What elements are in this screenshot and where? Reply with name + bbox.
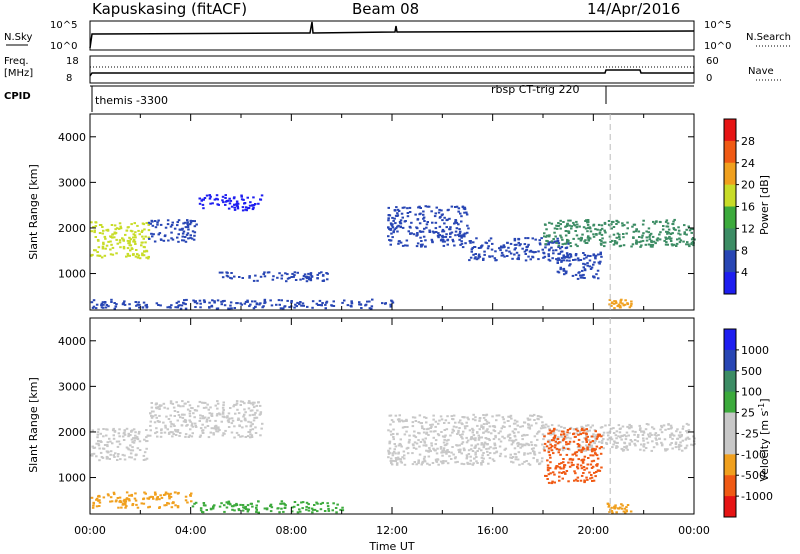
colorbar-swatch bbox=[724, 272, 736, 295]
power-echo-band bbox=[218, 271, 329, 283]
x-tick-label: 12:00 bbox=[376, 524, 408, 537]
colorbar-swatch bbox=[724, 329, 736, 351]
x-tick-label: 04:00 bbox=[175, 524, 207, 537]
nsearch-tick-low: 10^0 bbox=[704, 41, 731, 52]
colorbar-swatch bbox=[724, 119, 736, 142]
cpid-2: rbsp CT-trig 220 bbox=[491, 83, 579, 96]
nave-label: Nave bbox=[748, 66, 774, 77]
velocity-echo-band bbox=[543, 427, 603, 485]
freq-trace bbox=[89, 69, 694, 77]
power-echo-band bbox=[90, 221, 151, 260]
colorbar-frame bbox=[723, 328, 737, 518]
velocity-echo-band bbox=[191, 500, 345, 514]
velocity-echo-band bbox=[90, 427, 150, 462]
colorbar-swatch bbox=[724, 496, 736, 518]
colorbar-swatch bbox=[724, 391, 736, 414]
x-tick-label: 08:00 bbox=[275, 524, 307, 537]
colorbar-swatch bbox=[724, 228, 736, 251]
freq-unit: [MHz] bbox=[4, 68, 33, 79]
nsearch-label: N.Search bbox=[746, 32, 791, 43]
nsky-tick-low: 10^0 bbox=[50, 41, 77, 52]
y-tick-label: 1000 bbox=[58, 268, 86, 281]
power-echo-band bbox=[543, 218, 696, 248]
power-echo-band bbox=[147, 219, 198, 243]
nsky-label: N.Sky bbox=[4, 32, 32, 43]
y-tick-label: 2000 bbox=[58, 426, 86, 439]
colorbar-swatch bbox=[724, 349, 736, 372]
x-tick-label: 00:00 bbox=[678, 524, 710, 537]
nave-tick-low: 0 bbox=[706, 73, 712, 84]
colorbar-tick-label: -500 bbox=[741, 469, 766, 482]
colorbar-swatch bbox=[724, 184, 736, 207]
power-echo-band bbox=[387, 205, 470, 249]
cpid-1: themis -3300 bbox=[95, 94, 168, 107]
velocity-colorbar: 1000 500 100 25 -25 -100 -500 -1000 bbox=[723, 328, 773, 518]
freq-tick-high: 18 bbox=[66, 56, 79, 67]
colorbar-tick-label: 20 bbox=[741, 179, 755, 192]
power-colorbar: 4 8 12 16 20 24 28 bbox=[723, 118, 755, 295]
x-tick-label: 20:00 bbox=[577, 524, 609, 537]
y-tick-label: 4000 bbox=[58, 131, 86, 144]
colorbar-tick-label: 24 bbox=[741, 157, 755, 170]
velocity-echo-band bbox=[387, 413, 546, 466]
noise-strip bbox=[89, 20, 695, 51]
colorbar-swatch bbox=[724, 475, 736, 497]
colorbar-tick-label: -100 bbox=[741, 448, 766, 461]
colorbar-swatch bbox=[724, 412, 736, 434]
colorbar-tick-label: -1000 bbox=[741, 490, 773, 503]
y-tick-label: 1000 bbox=[58, 472, 86, 485]
power-panel: 1000 2000 3000 4000 bbox=[58, 113, 696, 311]
beam-title: Beam 08 bbox=[352, 0, 419, 18]
time-xlabel: Time UT bbox=[368, 540, 414, 553]
colorbar-swatch bbox=[724, 454, 736, 476]
colorbar-swatch bbox=[724, 162, 736, 186]
colorbar-tick-label: 1000 bbox=[741, 344, 769, 357]
power-echo-band bbox=[556, 250, 603, 280]
colorbar-tick-label: 4 bbox=[741, 266, 748, 279]
x-tick-label: 16:00 bbox=[477, 524, 509, 537]
y-tick-label: 4000 bbox=[58, 335, 86, 348]
colorbar-swatch bbox=[724, 370, 736, 393]
colorbar-tick-label: 12 bbox=[741, 222, 755, 235]
nsky-tick-high: 10^5 bbox=[50, 20, 77, 31]
velocity-echo-band bbox=[606, 502, 633, 514]
colorbar-tick-label: 25 bbox=[741, 407, 755, 420]
colorbar-tick-label: 500 bbox=[741, 365, 762, 378]
velocity-colorbar-label: Velocity [m s-1] bbox=[757, 398, 772, 481]
power-echo-band bbox=[90, 298, 395, 310]
freq-label: Freq. bbox=[4, 56, 29, 67]
power-ylabel: Slant Range [km] bbox=[27, 164, 40, 260]
x-tick-label: 00:00 bbox=[74, 524, 106, 537]
y-tick-label: 2000 bbox=[58, 222, 86, 235]
colorbar-tick-label: 28 bbox=[741, 135, 755, 148]
velocity-panel: 1000 2000 3000 4000 00:00 04:00 08:00 12:00 16:0… bbox=[58, 317, 710, 537]
colorbar-swatch bbox=[724, 250, 736, 273]
nave-tick-high: 60 bbox=[706, 56, 719, 67]
colorbar-tick-label: 100 bbox=[741, 386, 762, 399]
colorbar-swatch bbox=[724, 206, 736, 229]
y-tick-label: 3000 bbox=[58, 176, 86, 189]
colorbar-swatch bbox=[724, 433, 736, 455]
power-echo-band bbox=[608, 298, 633, 310]
date-title: 14/Apr/2016 bbox=[587, 0, 680, 18]
freq-tick-low: 8 bbox=[66, 73, 72, 84]
power-colorbar-label: Power [dB] bbox=[758, 175, 771, 235]
colorbar-tick-label: 16 bbox=[741, 201, 755, 214]
colorbar-tick-label: -25 bbox=[741, 427, 759, 440]
power-echo-band bbox=[198, 194, 264, 212]
cpid-label: CPID bbox=[4, 91, 31, 102]
velocity-echo-band bbox=[149, 400, 264, 439]
colorbar-tick-label: 8 bbox=[741, 244, 748, 257]
power-plot-frame bbox=[89, 113, 695, 311]
nsky-trace bbox=[89, 21, 695, 49]
nsearch-tick-high: 10^5 bbox=[704, 20, 731, 31]
colorbar-swatch bbox=[724, 140, 736, 164]
power-echo-band bbox=[468, 237, 571, 262]
station-title: Kapuskasing (fitACF) bbox=[92, 0, 247, 18]
y-tick-label: 3000 bbox=[58, 380, 86, 393]
velocity-ylabel: Slant Range [km] bbox=[27, 377, 40, 473]
velocity-echo-band bbox=[90, 491, 193, 509]
freq-strip bbox=[89, 55, 695, 84]
